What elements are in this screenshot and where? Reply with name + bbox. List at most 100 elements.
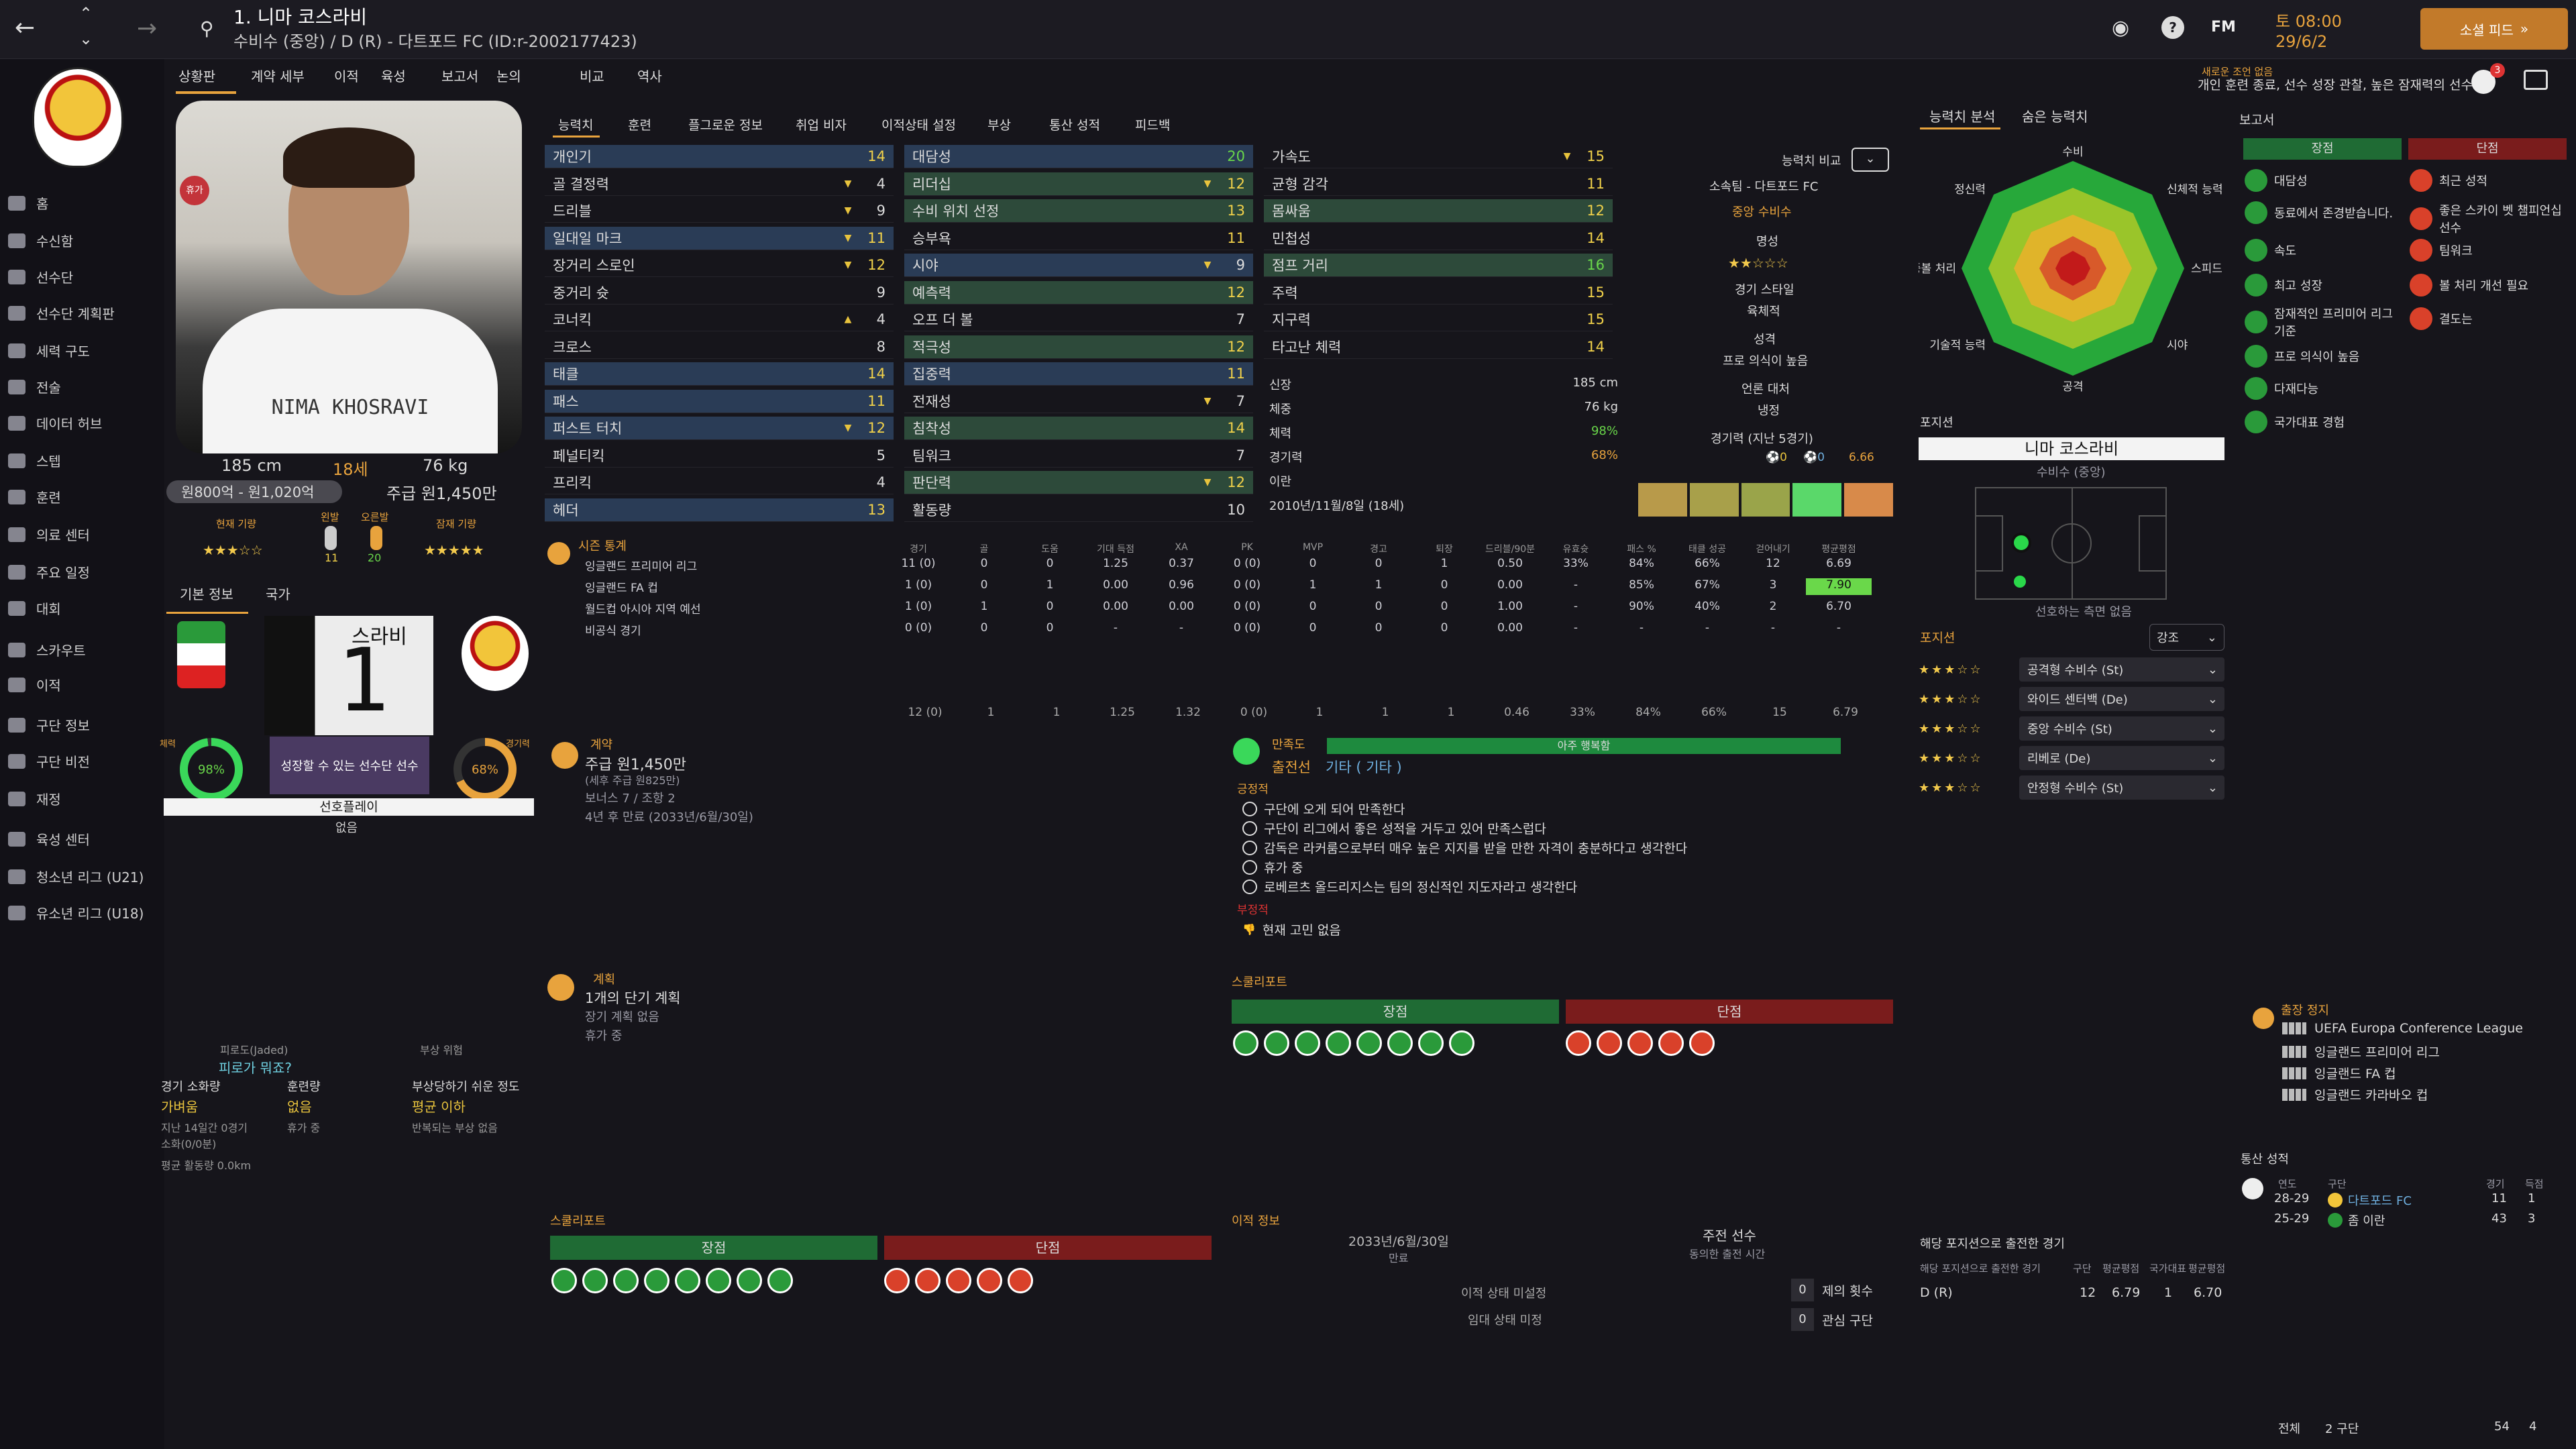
- position-role[interactable]: 리베로 (De) ⌄: [2019, 746, 2224, 770]
- report-con-item[interactable]: 팀워크: [2410, 239, 2568, 262]
- continue-button[interactable]: 소셜 피드 »: [2420, 8, 2568, 50]
- scout-pro-trait-icon[interactable]: [1387, 1030, 1413, 1056]
- sidebar-item-data-hub[interactable]: 데이터 허브: [8, 413, 102, 433]
- sidebar-item-inbox[interactable]: 수신함: [8, 231, 73, 250]
- report-pro-item[interactable]: 속도: [2245, 239, 2403, 262]
- attr-row-physical[interactable]: 가속도 ▼ 15: [1264, 145, 1613, 168]
- position-row[interactable]: ★★★☆☆ 리베로 (De) ⌄: [1919, 745, 2224, 771]
- sidebar-item-squad[interactable]: 선수단: [8, 267, 73, 286]
- sidebar-item-squad-planner[interactable]: 선수단 계획판: [8, 303, 115, 323]
- sidebar-item-tactics[interactable]: 전술: [8, 377, 61, 396]
- report-pro-item[interactable]: 대담성: [2245, 169, 2403, 192]
- attr-row-tech[interactable]: 태클 14: [545, 362, 894, 386]
- subnav-item-0[interactable]: 상황판: [178, 68, 216, 85]
- stats-row[interactable]: 월드컵 아시아 지역 예선 1 (0) 1 0 0.00 0.00 0 (0) 0 0 0 1.00…: [585, 600, 1872, 616]
- stats-row[interactable]: 잉글랜드 FA 컵 1 (0) 0 1 0.00 0.96 0 (0) 1 1 0 0.00 - 85%…: [585, 578, 1872, 595]
- attr-row-physical[interactable]: 주력 15: [1264, 281, 1613, 305]
- down-chevron-icon[interactable]: ⌄: [79, 30, 93, 48]
- tab-nation[interactable]: 국가: [266, 586, 290, 602]
- scout-pro-trait-icon[interactable]: [1264, 1030, 1289, 1056]
- plans-title[interactable]: 계획: [593, 973, 616, 987]
- screen-icon[interactable]: [2524, 70, 2548, 90]
- attr-row-physical[interactable]: 타고난 체력 14: [1264, 335, 1613, 359]
- position-role[interactable]: 중앙 수비수 (St) ⌄: [2019, 716, 2224, 741]
- right-tab-hidden[interactable]: 숨은 능력치: [2022, 109, 2088, 125]
- attr-row-mental[interactable]: 예측력 12: [904, 280, 1253, 305]
- scout-con-trait-icon[interactable]: [1008, 1268, 1033, 1293]
- fm-logo[interactable]: FM: [2211, 19, 2236, 36]
- scout-pro-trait-icon[interactable]: [582, 1268, 608, 1293]
- notice-text[interactable]: 개인 훈련 종료, 선수 성장 관찰, 높은 잠재력의 선수: [2198, 78, 2473, 93]
- position-list-title[interactable]: 포지션: [1920, 631, 1955, 645]
- sidebar-item-competitions[interactable]: 대회: [8, 598, 61, 618]
- subnav-item-1[interactable]: 계약 세부: [251, 68, 305, 85]
- attr-row-tech[interactable]: 일대일 마크 ▼ 11: [545, 226, 894, 250]
- tab-6[interactable]: 통산 성적: [1049, 118, 1100, 133]
- contract-title[interactable]: 계약: [590, 738, 613, 752]
- sidebar-item-u18[interactable]: 유소년 리그 (U18): [8, 903, 144, 922]
- sidebar-item-finances[interactable]: 재정: [8, 789, 61, 808]
- sidebar-item-club-vision[interactable]: 구단 비전: [8, 751, 90, 771]
- career-club[interactable]: 좀 이란: [2328, 1212, 2385, 1229]
- scout-report-title-top[interactable]: 스쿨리포트: [1232, 975, 1287, 989]
- sidebar-item-club-info[interactable]: 구단 정보: [8, 715, 90, 735]
- attr-row-physical[interactable]: 민첩성 14: [1264, 227, 1613, 250]
- sidebar-item-staff[interactable]: 스텝: [8, 451, 61, 470]
- tab-2[interactable]: 플그로운 정보: [688, 118, 763, 133]
- attr-row-tech[interactable]: 중거리 슛 9: [545, 281, 894, 305]
- career-club[interactable]: 다트포드 FC: [2328, 1191, 2412, 1209]
- sidebar-item-training[interactable]: 훈련: [8, 487, 61, 506]
- sidebar-item-transfers[interactable]: 이적: [8, 675, 61, 694]
- tab-basic-info[interactable]: 기본 정보: [180, 586, 233, 602]
- compare-dropdown[interactable]: ⌄: [1851, 148, 1889, 172]
- sidebar-item-dynamics[interactable]: 세력 구도: [8, 341, 90, 360]
- attr-row-physical[interactable]: 지구력 15: [1264, 308, 1613, 331]
- report-con-item[interactable]: 좋은 스카이 벳 챔피언십 선수: [2410, 201, 2568, 236]
- tab-7[interactable]: 피드백: [1135, 118, 1171, 133]
- attr-row-physical[interactable]: 몸싸움 12: [1264, 199, 1613, 223]
- stats-row[interactable]: 잉글랜드 프리미어 리그 11 (0) 0 0 1.25 0.37 0 (0) 0 0 1 0.50…: [585, 557, 1872, 574]
- attr-row-tech[interactable]: 크로스 8: [545, 335, 894, 359]
- scout-pro-trait-icon[interactable]: [1449, 1030, 1474, 1056]
- attr-row-tech[interactable]: 코너킥 ▲ 4: [545, 308, 894, 331]
- attr-row-tech[interactable]: 프리킥 4: [545, 471, 894, 494]
- attr-row-tech[interactable]: 퍼스트 터치 ▼ 12: [545, 417, 894, 440]
- attr-row-physical[interactable]: 점프 거리 16: [1264, 254, 1613, 277]
- attr-row-tech[interactable]: 패스 11: [545, 389, 894, 413]
- attr-row-mental[interactable]: 승부욕 11: [904, 227, 1253, 250]
- season-stats-title[interactable]: 시즌 통계: [578, 539, 627, 553]
- subnav-item-7[interactable]: 역사: [637, 68, 662, 85]
- tab-4[interactable]: 이적상태 설정: [881, 118, 956, 133]
- attr-row-physical[interactable]: 균형 감각 11: [1264, 172, 1613, 196]
- report-pro-item[interactable]: 최고 성장: [2245, 274, 2403, 297]
- position-row[interactable]: ★★★☆☆ 와이드 센터백 (De) ⌄: [1919, 686, 2224, 712]
- right-tab-analysis[interactable]: 능력치 분석: [1929, 109, 1996, 125]
- scout-con-trait-icon[interactable]: [1689, 1030, 1715, 1056]
- scout-con-trait-icon[interactable]: [884, 1268, 910, 1293]
- attr-row-mental[interactable]: 활동량 10: [904, 498, 1253, 522]
- report-pro-item[interactable]: 프로 의식이 높음: [2245, 345, 2403, 368]
- position-row[interactable]: ★★★☆☆ 안정형 수비수 (St) ⌄: [1919, 774, 2224, 801]
- scout-pro-trait-icon[interactable]: [613, 1268, 639, 1293]
- scout-con-trait-icon[interactable]: [915, 1268, 941, 1293]
- attr-row-mental[interactable]: 판단력 ▼ 12: [904, 471, 1253, 494]
- attr-row-tech[interactable]: 골 결정력 ▼ 4: [545, 172, 894, 196]
- scout-con-trait-icon[interactable]: [1597, 1030, 1622, 1056]
- attr-row-mental[interactable]: 적극성 12: [904, 335, 1253, 359]
- attr-row-mental[interactable]: 전재성 ▼ 7: [904, 390, 1253, 413]
- report-pro-item[interactable]: 다재다능: [2245, 377, 2403, 400]
- attr-row-mental[interactable]: 대담성 20: [904, 145, 1253, 168]
- attr-row-mental[interactable]: 팀워크 7: [904, 444, 1253, 468]
- scout-con-trait-icon[interactable]: [1658, 1030, 1684, 1056]
- scout-pro-trait-icon[interactable]: [1356, 1030, 1382, 1056]
- attr-row-mental[interactable]: 수비 위치 선정 13: [904, 199, 1253, 223]
- scout-con-trait-icon[interactable]: [1627, 1030, 1653, 1056]
- scout-report-title-bottom[interactable]: 스쿨리포트: [550, 1214, 606, 1228]
- scout-pro-trait-icon[interactable]: [737, 1268, 762, 1293]
- transfer-title[interactable]: 이적 정보: [1232, 1214, 1280, 1228]
- jaded-value[interactable]: 피로가 뭐죠?: [219, 1060, 292, 1076]
- scout-pro-trait-icon[interactable]: [551, 1268, 577, 1293]
- scout-pro-trait-icon[interactable]: [1418, 1030, 1444, 1056]
- report-con-item[interactable]: 결도는: [2410, 307, 2568, 330]
- club-crest[interactable]: [32, 67, 123, 168]
